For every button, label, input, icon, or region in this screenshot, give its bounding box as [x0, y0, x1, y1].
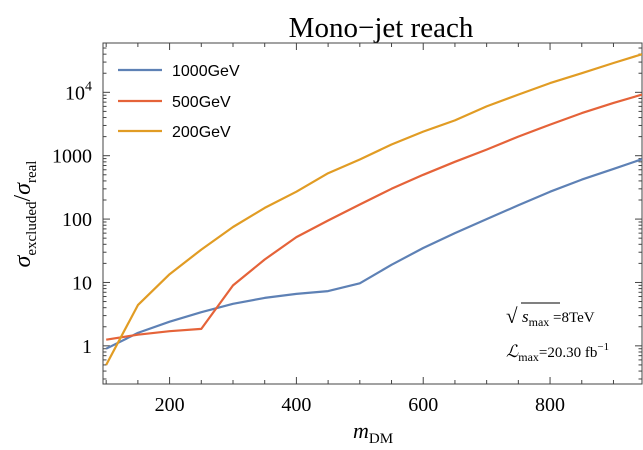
- x-tick-label: 800: [535, 394, 565, 416]
- legend-label: 200GeV: [172, 124, 231, 141]
- legend: 1000GeV 500GeV 200GeV: [118, 63, 240, 141]
- x-axis-label: mDM: [353, 418, 393, 447]
- energy-text: smax =8TeV: [522, 307, 595, 329]
- y-tick-label: 1: [82, 336, 92, 358]
- x-tick-label: 200: [155, 394, 185, 416]
- series-lines: [105, 53, 642, 366]
- x-axis-ticks: 200 400 600 800: [105, 43, 614, 416]
- energy-annotation: √ smax =8TeV: [506, 302, 595, 329]
- y-axis-label: σexcluded/σreal: [10, 161, 40, 268]
- legend-label: 500GeV: [172, 94, 231, 111]
- y-tick-label: 104: [65, 79, 92, 104]
- y-tick-label: 1000: [52, 146, 92, 168]
- series-line-1000gev: [105, 158, 642, 350]
- luminosity-text: ℒmax=20.30 fb−1: [506, 341, 609, 364]
- plot-frame: [102, 42, 643, 385]
- series-line-200gev: [105, 53, 642, 366]
- y-axis-ticks: 1 10 100 1000 104: [52, 42, 642, 380]
- x-tick-label: 600: [408, 394, 438, 416]
- chart-title: Mono−jet reach: [289, 12, 474, 44]
- x-tick-label: 400: [281, 394, 311, 416]
- sqrt-symbol: √: [506, 304, 518, 328]
- luminosity-annotation: ℒmax=20.30 fb−1: [506, 341, 609, 364]
- legend-label: 1000GeV: [172, 63, 240, 80]
- y-tick-label: 10: [72, 272, 92, 294]
- series-line-500gev: [106, 93, 642, 341]
- y-tick-label: 100: [62, 209, 92, 231]
